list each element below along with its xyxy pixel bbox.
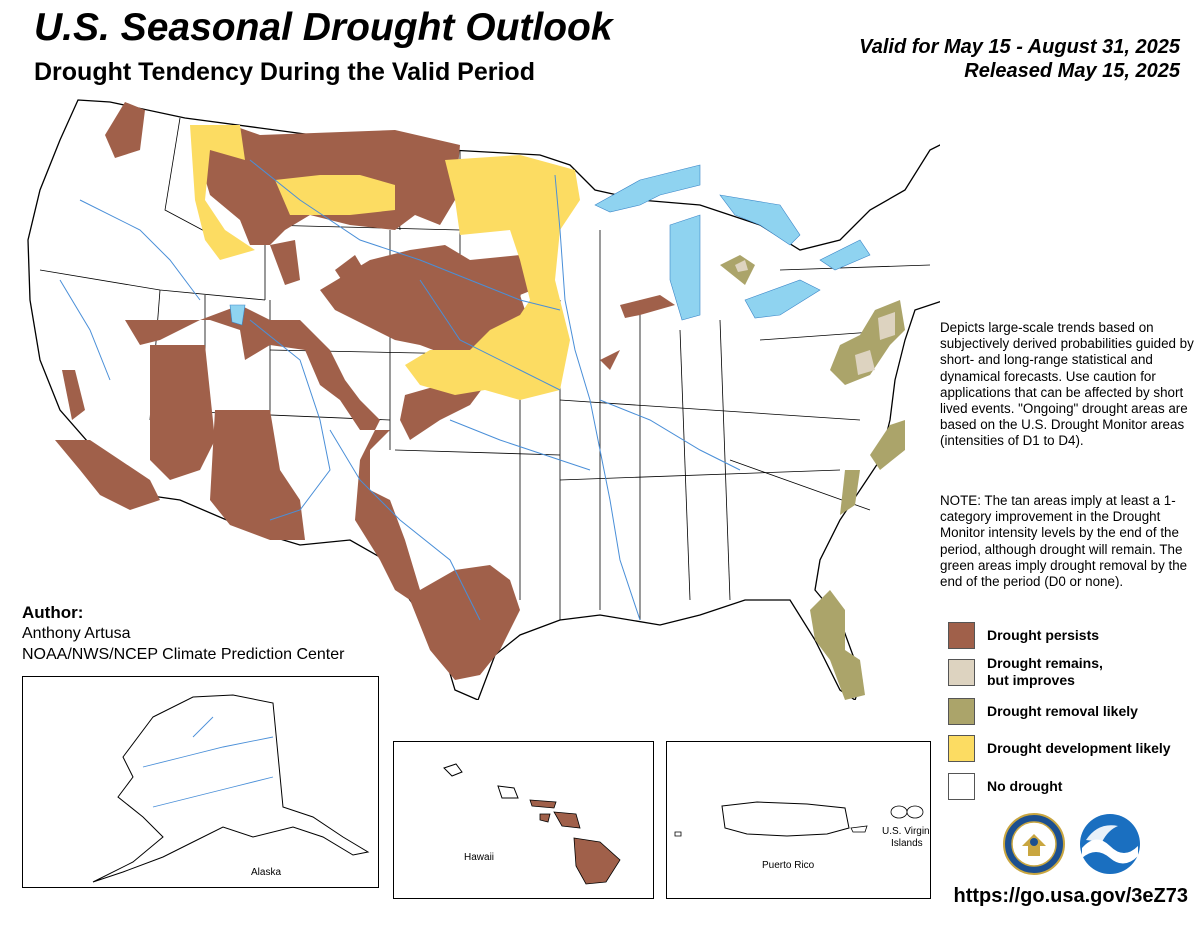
hawaii-lanai [539,813,551,823]
valid-period: Valid for May 15 - August 31, 2025 [859,36,1180,58]
author-organization: NOAA/NWS/NCEP Climate Prediction Center [22,646,345,663]
hawaii-kauai [443,763,463,777]
hawaii-label: Hawaii [464,852,495,863]
virgin-island-2 [906,805,924,819]
virgin-island-1 [890,805,908,819]
legend-item-development: Drought development likely [948,733,1171,763]
legend-label-development: Drought development likely [987,739,1171,756]
major-rivers [59,159,741,621]
virgin-islands-label-line2: Islands [891,838,923,849]
legend-item-removal: Drought removal likely [948,696,1138,726]
noaa-logo [1080,814,1140,874]
map-note: NOTE: The tan areas imply at least a 1-c… [940,493,1188,590]
alaska-inset: Alaska [22,676,379,888]
legend-swatch-improves [948,658,975,686]
legend-label-improves: Drought remains, but improves [987,655,1103,689]
map-description: Depicts large-scale trends based on subj… [940,320,1194,449]
vieques-outline [850,825,868,833]
alaska-map [92,694,370,883]
mona-outline [674,831,682,837]
legend-label-persists: Drought persists [987,626,1100,643]
legend-label-improves-line2: but improves [987,672,1075,688]
legend-swatch-persists [948,621,975,649]
hawaii-inset: Hawaii [393,741,654,899]
legend-item-no-drought: No drought [948,771,1062,801]
hawaii-map [443,763,621,885]
legend-swatch-no-drought [948,772,975,800]
drought-improves-areas [735,260,895,375]
legend-swatch-removal [948,697,975,725]
hawaii-oahu [497,785,519,799]
legend-item-persists: Drought persists [948,620,1099,650]
virgin-islands-label-line1: U.S. Virgin [882,826,930,837]
release-date: Released May 15, 2025 [964,60,1180,82]
drought-development-areas [190,125,580,400]
author-label: Author: [22,603,84,622]
legend-label-improves-line1: Drought remains, [987,655,1103,671]
puerto-rico-map [674,801,924,837]
commerce-seal-logo [1003,813,1065,875]
map-title: U.S. Seasonal Drought Outlook [34,6,613,49]
author-name: Anthony Artusa [22,625,131,642]
alaska-rivers [142,716,274,808]
legend-swatch-development [948,734,975,762]
legend-label-no-drought: No drought [987,777,1063,794]
legend-label-removal: Drought removal likely [987,702,1138,719]
hawaii-molokai [529,799,557,809]
legend-item-improves: Drought remains, but improves [948,655,1103,689]
alaska-outline [92,694,370,883]
puerto-rico-outline [721,801,850,837]
puerto-rico-label: Puerto Rico [762,860,815,871]
outlook-url[interactable]: https://go.usa.gov/3eZ73 [953,885,1188,907]
map-subtitle: Drought Tendency During the Valid Period [34,58,535,86]
puerto-rico-inset: Puerto Rico U.S. Virgin Islands [666,741,931,899]
hawaii-big-island [573,837,621,885]
alaska-label: Alaska [251,867,282,878]
great-lakes [229,164,871,326]
conus-map [27,99,940,700]
hawaii-maui [553,811,581,829]
